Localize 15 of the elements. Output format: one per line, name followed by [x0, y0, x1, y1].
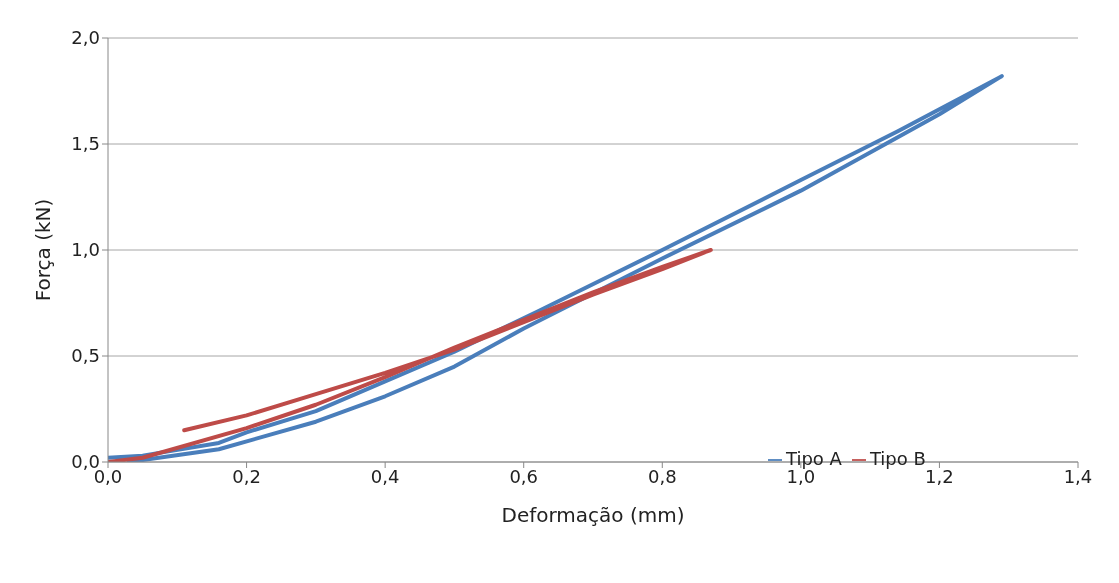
y-tick-label: 0,5	[71, 345, 100, 367]
legend-label: Tipo B	[869, 448, 926, 469]
line-series	[108, 248, 713, 462]
x-tick-label: 1,2	[925, 465, 954, 487]
x-tick-label: 0,2	[232, 465, 261, 487]
legend-label: Tipo A	[786, 448, 842, 469]
y-tick-label: 1,5	[71, 133, 100, 155]
x-tick-label: 0,6	[509, 465, 539, 487]
y-axis-title: Força (kN)	[31, 198, 56, 302]
x-axis-title: Deformação (mm)	[501, 503, 685, 527]
y-tick-label: 1,0	[71, 239, 100, 261]
y-tick-label: 2,0	[71, 27, 100, 49]
x-tick-label: 0,8	[647, 465, 677, 487]
x-tick-label: 0,4	[370, 465, 400, 487]
x-tick-label: 1,4	[1063, 465, 1093, 487]
